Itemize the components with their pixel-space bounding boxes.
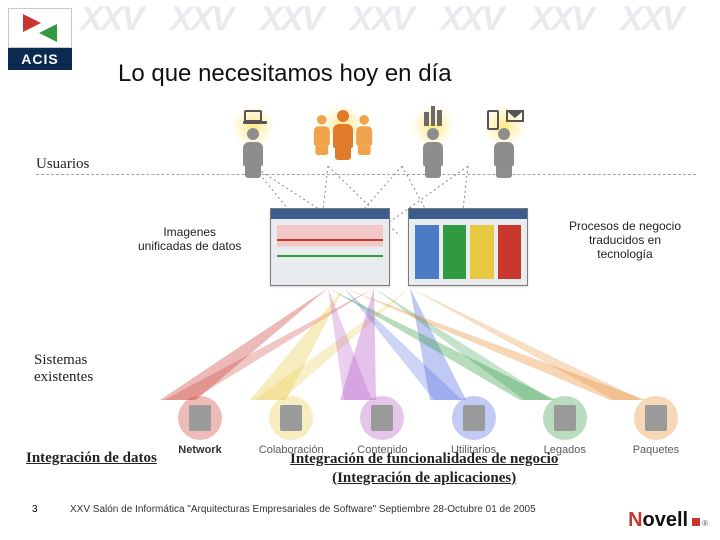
acis-arrows-icon [23,14,57,42]
server-icon [645,405,667,431]
label-procesos: Procesos de negocio traducidos en tecnol… [560,220,690,261]
novell-logo: Novell® [628,509,708,532]
user-mobile [484,110,524,178]
novell-text: Novell [628,509,688,532]
server-icon [554,405,576,431]
system-circle-icon [360,396,404,440]
user-buildings [420,110,446,178]
system-utilitarios: Utilitarios [430,396,518,456]
system-label: Paquetes [633,444,679,456]
colored-cones [0,288,720,408]
label-imagenes: Imagenes unificadas de datos [138,226,241,254]
server-icon [189,405,211,431]
footer-text: XXV Salón de Informática "Arquitecturas … [70,504,536,515]
buildings-icon [424,110,442,126]
systems-row: Network ColaboraciónContenidoUtilitariosL… [156,396,700,456]
system-circle-icon [634,396,678,440]
system-circle-icon [178,396,222,440]
system-paquetes: Paquetes [612,396,700,456]
user-laptop [240,110,266,178]
envelope-icon [506,110,524,126]
user-group [304,110,382,178]
heading-integracion-datos: Integración de datos [26,450,157,467]
server-icon [371,405,393,431]
system-circle-icon [543,396,587,440]
system-legados: Legados [521,396,609,456]
screenshot-process-view [408,208,528,286]
label-usuarios: Usuarios [36,156,89,173]
xxv-pattern: XXVXXV XXVXXV XXVXXV XXV [80,0,720,46]
screenshots [270,208,528,286]
laptop-icon [244,110,262,126]
system-circle-icon [452,396,496,440]
heading-integracion-funcionalidades: Integración de funcionalidades de negoci… [290,450,558,488]
server-icon [280,405,302,431]
server-icon [463,405,485,431]
acis-logo: ACIS [8,8,72,76]
page-number: 3 [32,504,38,515]
screenshot-data-view [270,208,390,286]
users-row [240,110,524,178]
slide-title: Lo que necesitamos hoy en día [118,60,452,88]
acis-logo-box [8,8,72,48]
system-colaboración: Colaboración [247,396,335,456]
system-network: Network [156,396,244,456]
label-sistemas: Sistemas existentes [34,352,93,385]
system-circle-icon [269,396,313,440]
phone-icon [484,110,502,126]
novell-dot-icon [692,518,700,526]
acis-logo-text: ACIS [8,48,72,70]
system-contenido: Contenido [338,396,426,456]
system-label: Network [178,444,221,456]
